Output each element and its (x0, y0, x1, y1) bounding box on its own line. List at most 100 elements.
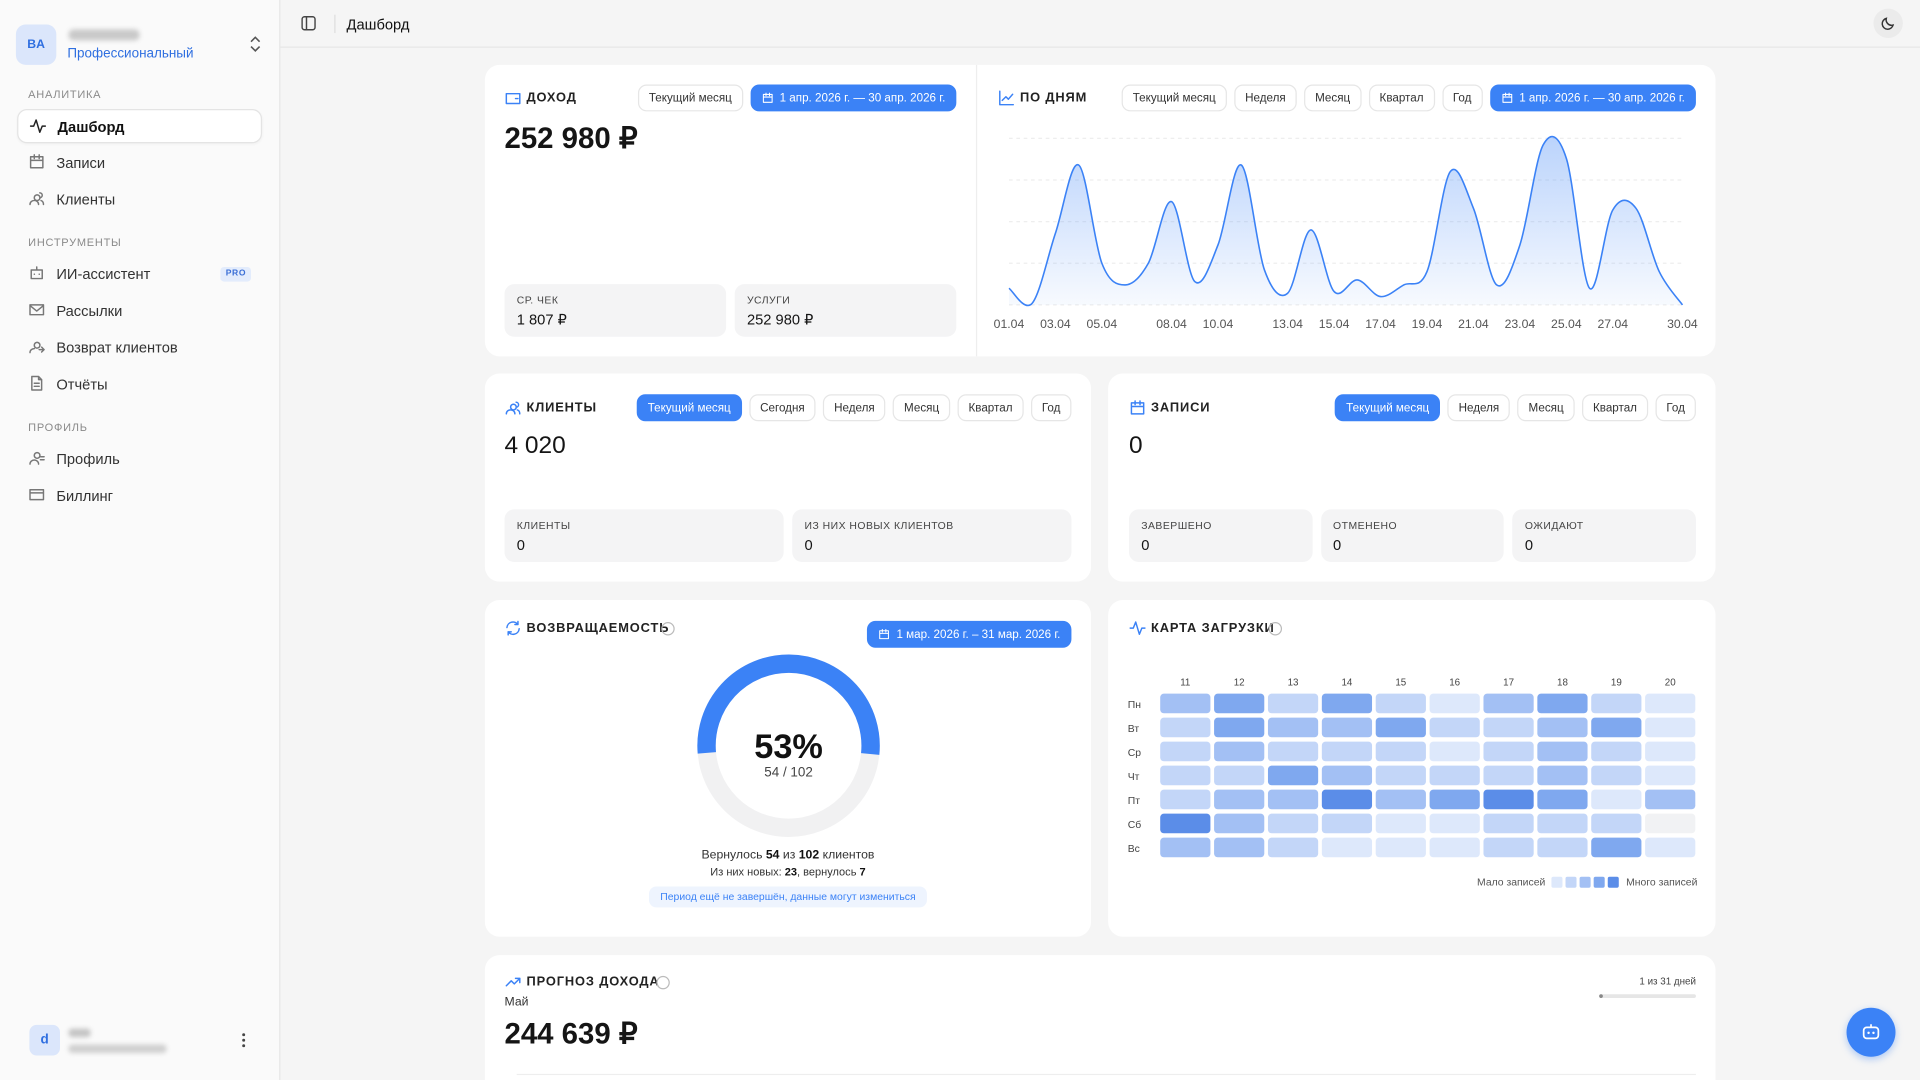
mail-icon (29, 304, 45, 316)
stat-box: ИЗ НИХ НОВЫХ КЛИЕНТОВ 0 (792, 509, 1072, 563)
pulse-icon (1129, 621, 1146, 636)
nav-item[interactable]: Отчёты (17, 367, 262, 401)
moon-icon (1881, 17, 1895, 30)
filter-pill[interactable]: Текущий месяц (636, 394, 742, 422)
ret-icon (29, 341, 45, 354)
income-card: ДОХОД Текущий месяц 1 апр. 2026 г. — 30 ап… (484, 64, 1716, 357)
filter-pill[interactable]: Текущий месяц (1335, 394, 1441, 422)
filter-pill[interactable]: Месяц (893, 394, 951, 422)
stat-value: 1 807 ₽ (516, 311, 567, 329)
filter-pill[interactable]: Квартал (957, 394, 1024, 422)
filter-pill[interactable]: Год (1030, 394, 1072, 422)
prof-icon (29, 451, 45, 465)
nav-item[interactable]: Возврат клиентов (17, 331, 262, 365)
stat-label: СР. ЧЕК (516, 293, 559, 307)
doc-icon (31, 375, 43, 391)
account-switch-icon[interactable] (249, 36, 262, 53)
icon-path (1130, 400, 1145, 415)
icon-path (1129, 621, 1146, 636)
icon-path (29, 489, 45, 501)
filter-label: Неделя (834, 401, 875, 415)
card-title: КЛИЕНТЫ (526, 400, 597, 416)
nav-label: Рассылки (56, 302, 123, 320)
help-icon[interactable] (1268, 622, 1283, 636)
filter-pill[interactable]: Год (1441, 84, 1483, 112)
filter-pill[interactable]: 1 апр. 2026 г. — 30 апр. 2026 г. (750, 84, 957, 112)
header-title: Дашборд (346, 15, 410, 34)
card-title: ЗАПИСИ (1151, 400, 1211, 416)
nav-item[interactable]: Биллинг (17, 479, 262, 513)
users-icon (29, 192, 45, 206)
legend-high: Много записей (1626, 875, 1698, 888)
filter-pill[interactable]: Неделя (823, 394, 886, 422)
filter-label: Год (1666, 401, 1685, 415)
nav-label: Возврат клиентов (56, 339, 178, 357)
account-avatar[interactable]: BA (15, 24, 57, 65)
icon-path (505, 977, 521, 987)
nav-item[interactable]: Рассылки (17, 294, 262, 328)
nav-label: ИИ-ассистент (56, 265, 151, 283)
user-email-blurred (68, 1044, 167, 1054)
card-title: ДОХОД (526, 90, 577, 106)
stat-label: ОЖИДАЮТ (1524, 519, 1584, 532)
nav-label: Биллинг (56, 487, 114, 505)
filter-label: Месяц (904, 401, 940, 415)
icon-path (31, 375, 43, 391)
nav-item[interactable]: Клиенты (17, 182, 262, 216)
filter-pill[interactable]: Месяц (1517, 394, 1575, 422)
icon-path (762, 92, 773, 103)
nav-item[interactable]: ИИ-ассистент PRO (17, 257, 262, 291)
filter-label: 1 мар. 2026 г. – 31 мар. 2026 г. (896, 627, 1061, 642)
filter-label: Месяц (1315, 91, 1351, 105)
retention-note: Период ещё не завершён, данные могут изм… (648, 886, 927, 908)
icon-path (29, 304, 45, 316)
retention-number: 23 (784, 865, 798, 878)
filter-pill[interactable]: Квартал (1368, 84, 1435, 112)
filter-group: Текущий месяц Сегодня Неделя Месяц Квартал Го… (636, 394, 1072, 422)
filter-label: Текущий месяц (1132, 91, 1216, 105)
help-icon[interactable] (656, 975, 670, 990)
user-avatar[interactable]: d (29, 1024, 60, 1056)
filter-pill[interactable]: 1 апр. 2026 г. — 30 апр. 2026 г. (1489, 84, 1696, 112)
filter-pill[interactable]: 1 мар. 2026 г. – 31 мар. 2026 г. (867, 620, 1072, 648)
stat-label: ЗАВЕРШЕНО (1141, 519, 1212, 532)
stat-label: УСЛУГИ (746, 293, 791, 307)
filter-pill[interactable]: Неделя (1447, 394, 1511, 422)
nav-item[interactable]: Дашборд (17, 108, 263, 144)
card-title: КАРТА ЗАГРУЗКИ (1151, 620, 1275, 636)
filter-pill[interactable]: Сегодня (749, 394, 816, 422)
filter-label: Квартал (1593, 401, 1637, 415)
icon-path (505, 92, 521, 105)
stat-box: ОЖИДАЮТ 0 (1512, 509, 1696, 563)
pulse-icon (29, 119, 47, 133)
help-icon[interactable] (661, 622, 675, 636)
filter-pill[interactable]: Квартал (1581, 394, 1648, 422)
retention-text-part: , вернулось (797, 865, 860, 878)
filter-pill[interactable]: Неделя (1234, 84, 1297, 112)
filter-label: Месяц (1528, 401, 1564, 415)
icon-path (29, 119, 47, 133)
filter-label: Год (1041, 401, 1061, 415)
records-card: ЗАПИСИ Текущий месяц Неделя Месяц Квартал Год… (1108, 373, 1716, 582)
sidebar: BA Профессиональный d АНАЛИТИКА Дашборд За… (0, 0, 281, 1080)
assistant-button[interactable] (1846, 1007, 1896, 1057)
filter-pill[interactable]: Текущий месяц (637, 84, 743, 112)
sidebar-toggle[interactable] (301, 16, 316, 31)
stat-box: ОТМЕНЕНО 0 (1320, 509, 1505, 563)
theme-toggle[interactable] (1873, 8, 1903, 38)
stat-value: 0 (1141, 536, 1150, 554)
filter-pill[interactable]: Текущий месяц (1121, 84, 1227, 112)
nav-item[interactable]: Профиль (17, 442, 262, 476)
nav-item[interactable]: Записи (17, 146, 262, 180)
header: Дашборд (280, 0, 1920, 48)
clients-card: КЛИЕНТЫ Текущий месяц Сегодня Неделя Месяц Кв… (484, 373, 1092, 582)
card-title: ПО ДНЯМ (1020, 90, 1088, 106)
filter-pill[interactable]: Месяц (1304, 84, 1362, 112)
filter-pill[interactable]: Год (1655, 394, 1696, 422)
nav-label: Дашборд (57, 118, 125, 136)
user-menu-icon[interactable] (240, 1032, 247, 1048)
stat-box: СР. ЧЕК 1 807 ₽ (504, 284, 727, 337)
records-total: 0 (1128, 432, 1143, 460)
forecast-value: 244 639 ₽ (504, 1017, 638, 1051)
